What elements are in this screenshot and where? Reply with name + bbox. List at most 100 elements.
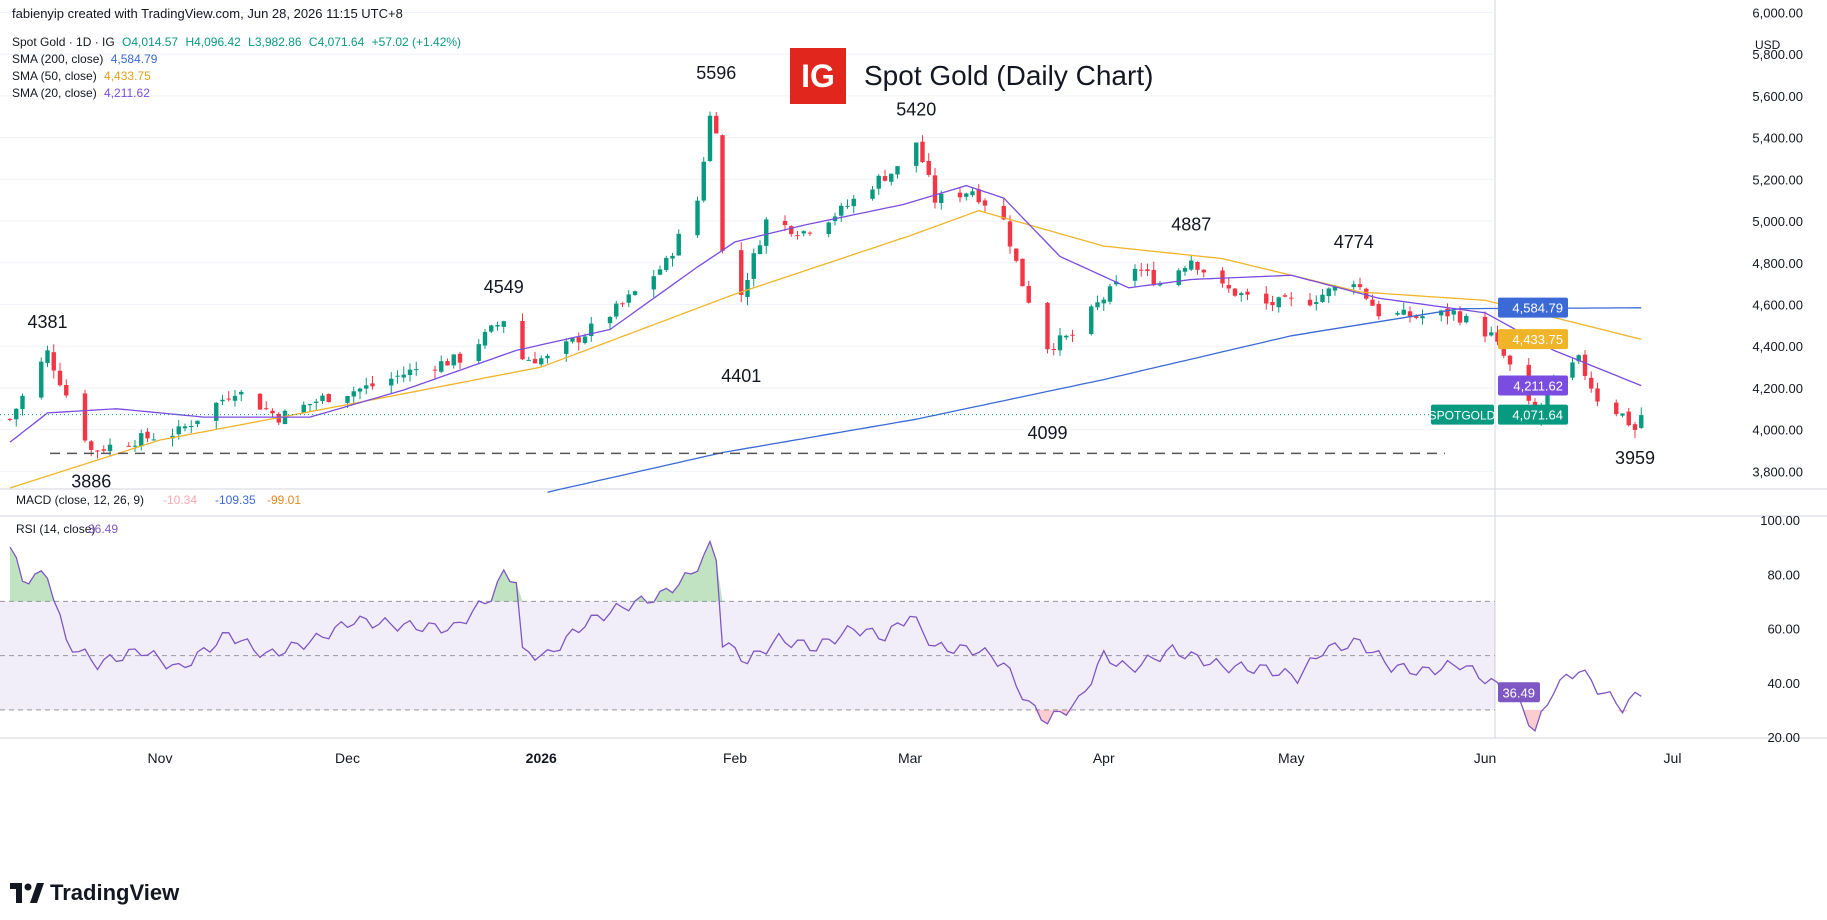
candle-body [1320,294,1325,302]
candle-body [520,320,525,360]
candle-body [1589,377,1594,389]
sma20-line [9,184,1642,443]
candle-body [1239,293,1244,296]
candle-body [301,404,306,413]
candle-body [539,358,544,365]
candle-body [1007,221,1013,247]
sma50-value: 4,433.75 [104,69,151,83]
candle-body [970,191,975,196]
symbol-tag-bg [1431,404,1494,425]
candle-body [751,253,756,279]
ohlc-open: O4,014.57 [122,35,179,49]
candle-body [482,331,488,346]
candle-body [1401,309,1406,315]
sma20-label: SMA (20, close) [12,86,97,100]
price-tick-label: 3,800.00 [1752,464,1803,479]
candle-body [314,401,319,403]
candle-body [826,222,831,234]
candle-body [607,317,613,324]
candle-body [1045,302,1050,350]
last-price-tag-bg [1498,404,1568,425]
candle-body [982,200,988,206]
candle-body [170,435,175,439]
rsi-tick-label: 20.00 [1767,730,1800,745]
candle-body [389,378,394,386]
candle-body [764,219,769,246]
candle-body [845,205,850,207]
candle-body [1307,299,1313,306]
candle-body [1107,286,1113,302]
candle-body [232,395,238,401]
candle-body [1226,285,1231,289]
candle-body [1195,262,1200,270]
candle-body [1001,205,1006,220]
candle-body [264,408,269,410]
annotation-label-3886: 3886 [71,471,111,491]
annotation-label-4549: 4549 [484,277,524,297]
tradingview-logo-icon [10,883,44,903]
candle-body [1070,334,1075,336]
sma200-price-tag: 4,584.79 [1512,301,1563,316]
candle-body [1507,355,1513,365]
candle-body [714,115,719,134]
candle-body [1332,286,1338,291]
candle-body [1064,335,1069,338]
price-tick-label: 6,000.00 [1752,6,1803,21]
price-tick-label: 5,800.00 [1752,47,1803,62]
rsi-legend-value: 36.49 [88,522,118,536]
candle-body [407,369,413,376]
rsi-overbought-fill [10,541,1642,602]
candle-body [695,200,700,236]
candle-body [1451,310,1456,315]
annotation-label-5596: 5596 [696,63,736,83]
candle-body [532,358,538,364]
sma20-price-tag: 4,211.62 [1513,378,1563,393]
sma50-label: SMA (50, close) [12,69,97,83]
candle-body [345,395,350,403]
candle-body [132,445,138,447]
price-tick-label: 4,200.00 [1752,381,1803,396]
candle-body [1220,270,1225,284]
candle-body [126,445,131,447]
candle-body [214,402,219,421]
candle-body [501,321,506,327]
candle-body [889,173,894,182]
price-tick-label: 5,200.00 [1752,172,1803,187]
candle-body [570,338,575,342]
candle-body [632,291,638,295]
candle-body [1620,413,1625,416]
candle-body [1626,411,1631,426]
candles-group [7,111,1644,459]
candle-body [189,425,194,427]
candle-body [451,354,456,366]
ohlc-high: H4,096.42 [185,35,241,49]
sma50-legend: SMA (50, close) 4,433.75 [12,69,155,83]
candle-body [1414,315,1419,318]
candle-body [1114,281,1119,285]
candle-body [1364,288,1369,299]
candle-body [720,135,725,251]
candle-body [870,189,875,199]
rsi-title: RSI (14, close) [16,522,95,536]
candle-body [239,391,244,395]
candle-body [626,294,631,303]
candle-body [1495,332,1500,342]
candle-body [326,394,331,403]
x-tick-label: Apr [1093,750,1115,766]
candle-body [1632,424,1638,430]
x-tick-label: 2026 [526,750,557,766]
candle-body [895,166,900,175]
macd-value: -99.01 [267,493,301,507]
candle-body [1582,354,1588,376]
sma200-price-tag-bg [1498,297,1568,318]
rsi-value-tag: 36.49 [1502,685,1535,700]
candle-body [495,324,500,327]
tradingview-brand[interactable]: TradingView [10,880,179,906]
candle-body [1351,284,1356,288]
candle-body [1576,355,1581,362]
rsi-tick-label: 60.00 [1767,622,1800,637]
candle-body [1145,269,1150,272]
candle-body [1051,349,1056,351]
macd-value: -10.34 [163,493,197,507]
candle-body [107,444,113,452]
